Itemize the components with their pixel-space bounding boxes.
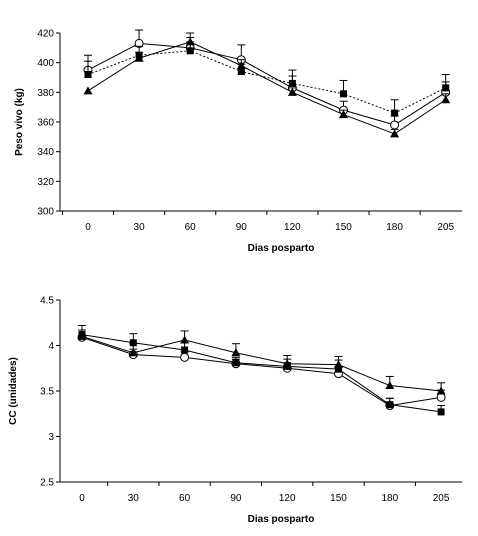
data-point: [185, 37, 195, 46]
y-tick-label: 420: [37, 29, 54, 40]
data-point: [390, 129, 400, 138]
data-point: [287, 87, 297, 96]
y-tick-label: 4.5: [40, 296, 54, 307]
data-point: [186, 47, 194, 55]
data-point: [181, 346, 189, 354]
x-axis-label: Dias posparto: [248, 514, 315, 525]
x-tick-label: 60: [179, 493, 191, 504]
x-tick-label: 30: [134, 222, 146, 233]
series-line: [81, 334, 442, 413]
x-tick-label: 60: [185, 222, 197, 233]
data-point: [391, 109, 399, 117]
x-tick-label: 205: [437, 222, 454, 233]
series-line: [87, 41, 446, 135]
peso-vivo-chart: 300 320 340 360 380 400 420 0 30 60 90 120 150 180 205…: [14, 29, 462, 254]
y-tick-label: 3: [48, 432, 54, 443]
y-tick-label: 2.5: [40, 478, 54, 489]
x-tick-label: 0: [85, 222, 91, 233]
y-tick-label: 4: [48, 341, 54, 352]
data-point: [84, 71, 92, 79]
y-tick-label: 380: [37, 88, 54, 99]
data-point: [83, 86, 93, 95]
data-point: [441, 95, 451, 104]
data-point: [390, 120, 400, 130]
data-point: [232, 359, 240, 367]
x-tick-label: 0: [79, 493, 85, 504]
series-3: [83, 32, 451, 138]
data-point: [134, 53, 144, 62]
y-axis-label: CC (unidades): [8, 357, 19, 425]
x-tick-label: 30: [128, 493, 140, 504]
y-tick-label: 300: [37, 207, 54, 218]
x-tick-label: 205: [433, 493, 450, 504]
y-tick-label: 3.5: [40, 387, 54, 398]
data-point: [339, 110, 348, 119]
data-point: [340, 90, 347, 98]
data-point: [180, 335, 190, 344]
data-point: [129, 339, 137, 347]
data-point: [386, 401, 394, 409]
y-axis-label: Peso vivo (kg): [14, 88, 25, 156]
data-point: [288, 79, 296, 87]
data-point: [180, 352, 190, 362]
data-point: [442, 84, 450, 92]
y-tick-label: 360: [37, 118, 54, 129]
series-2: [78, 324, 446, 416]
series-line: [81, 336, 442, 407]
data-point: [436, 392, 446, 402]
data-point: [237, 68, 245, 76]
data-point: [128, 348, 138, 357]
series-line: [87, 42, 446, 126]
x-tick-label: 90: [230, 493, 242, 504]
x-tick-label: 150: [335, 222, 352, 233]
x-tick-label: 90: [236, 222, 248, 233]
data-point: [385, 381, 395, 390]
x-tick-label: 180: [381, 493, 398, 504]
x-axis-label: Dias posparto: [248, 243, 315, 254]
cc-chart: 2.5 3 3.5 4 4.5 0 30 60 90 120 150 180 205 Dias pospa…: [8, 296, 462, 525]
data-point: [282, 359, 292, 368]
x-tick-label: 180: [386, 222, 403, 233]
y-tick-label: 320: [37, 177, 54, 188]
data-point: [236, 61, 246, 70]
x-tick-label: 150: [330, 493, 347, 504]
x-tick-label: 120: [284, 222, 301, 233]
data-point: [436, 386, 446, 395]
data-point: [231, 348, 241, 357]
data-point: [437, 408, 445, 416]
series-line: [81, 335, 442, 392]
y-tick-label: 340: [37, 147, 54, 158]
data-point: [334, 360, 343, 369]
series-3: [77, 324, 446, 395]
data-point: [77, 331, 87, 340]
y-tick-label: 400: [37, 58, 54, 69]
x-tick-label: 120: [279, 493, 296, 504]
data-point: [335, 365, 342, 373]
